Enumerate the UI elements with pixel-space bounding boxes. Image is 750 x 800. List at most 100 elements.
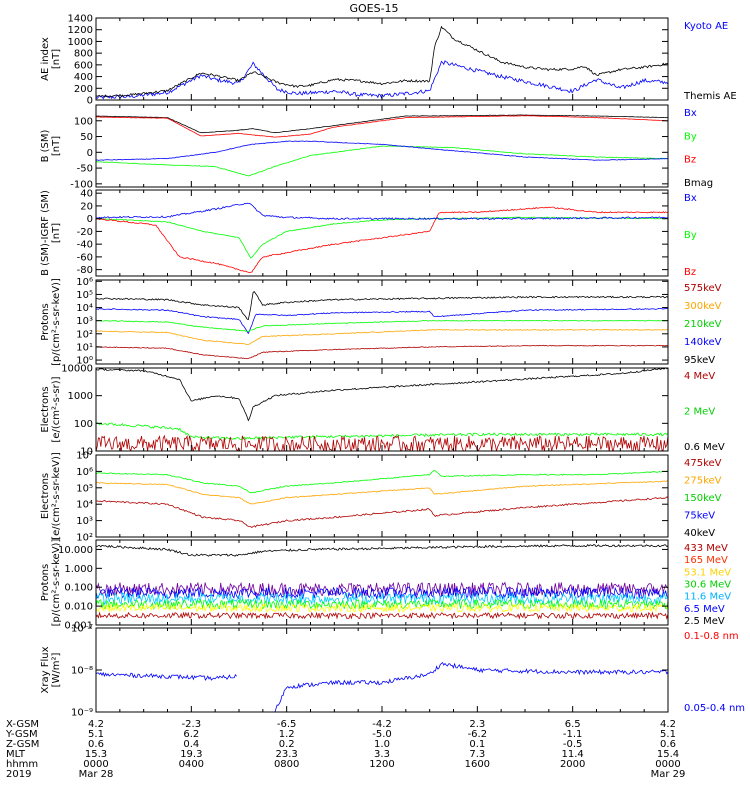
y-axis-label: [nT] bbox=[51, 136, 62, 156]
y-tick-label: 600 bbox=[74, 60, 93, 71]
series-label: Bmag bbox=[684, 178, 713, 189]
y-tick-label: 10⁰ bbox=[76, 356, 93, 367]
footer-date-left: Mar 28 bbox=[79, 769, 114, 780]
y-tick-label: 800 bbox=[74, 49, 93, 60]
y-tick-label: 400 bbox=[74, 72, 93, 83]
series-bdiff-0 bbox=[96, 216, 668, 259]
y-tick-label: 10⁶ bbox=[76, 277, 93, 288]
series-label: 0.1-0.8 nm bbox=[684, 631, 739, 642]
series-protons2-5 bbox=[96, 602, 668, 613]
series-label: 165 MeV bbox=[684, 555, 728, 566]
footer-table: X-GSM 4.2 -2.3 -6.5 -4.2 2.3 6.5 4.2 Y-GSM 5.1 6.2… bbox=[5, 719, 685, 780]
y-tick-label: -80 bbox=[77, 265, 93, 276]
y-tick-label: 0 bbox=[87, 148, 93, 159]
y-axis-label: [p/(cm²-s-sr-keV)] bbox=[51, 278, 62, 366]
panel-electrons2: 10² 10³ 10⁴ 10⁵ 10⁶ 10⁷ Electrons [e/(cm²-s-sr-… bbox=[40, 451, 722, 544]
footer-value: 0.4 bbox=[183, 739, 199, 750]
series-protons1-2 bbox=[96, 319, 668, 332]
series-electrons2-2 bbox=[96, 469, 668, 494]
footer-value: 11.4 bbox=[562, 749, 584, 760]
series-bdiff-2 bbox=[96, 202, 668, 221]
y-axis-label: [p/(cm²-s-sr-keV)] bbox=[51, 539, 62, 627]
series-bdiff-1 bbox=[96, 206, 668, 274]
footer-row-label: Y-GSM bbox=[5, 729, 38, 740]
series-protons1-1 bbox=[96, 307, 668, 335]
y-tick-label: 0 bbox=[87, 214, 93, 225]
y-tick-label: 0.100 bbox=[64, 583, 93, 594]
series-label: 30.6 MeV bbox=[684, 580, 731, 591]
y-tick-label: 0 bbox=[87, 96, 93, 107]
footer-value: 7.3 bbox=[469, 749, 485, 760]
series-label: 150keV bbox=[684, 493, 722, 504]
series-label: 11.6 MeV bbox=[684, 592, 731, 603]
y-tick-label: 10³ bbox=[76, 516, 93, 527]
footer-value: 6.5 bbox=[565, 719, 581, 730]
footer-value: -6.2 bbox=[468, 729, 488, 740]
panel-protons2: 0.001 0.010 0.100 1.000 10.000 Protons [p/(cm²… bbox=[40, 539, 731, 632]
series-label: 575keV bbox=[684, 283, 722, 294]
footer-value: 0.6 bbox=[88, 739, 104, 750]
y-tick-label: 10⁴ bbox=[76, 303, 93, 314]
y-axis-label: Protons bbox=[40, 303, 51, 340]
footer-value: -1.1 bbox=[563, 729, 583, 740]
series-ae-1 bbox=[96, 25, 668, 98]
series-electrons1-0 bbox=[96, 368, 668, 422]
footer-value: 6.2 bbox=[183, 729, 199, 740]
footer-value: -6.5 bbox=[277, 719, 297, 730]
footer-year: 2019 bbox=[6, 769, 31, 780]
footer-row-label: Z-GSM bbox=[6, 739, 39, 750]
footer-value: 1600 bbox=[465, 759, 490, 770]
footer-value: 2.3 bbox=[469, 719, 485, 730]
series-label: 210keV bbox=[684, 319, 722, 330]
series-label: 2.5 MeV bbox=[684, 616, 725, 627]
footer-value: 15.3 bbox=[85, 749, 107, 760]
y-tick-label: -20 bbox=[77, 227, 93, 238]
footer-value: 23.3 bbox=[276, 749, 298, 760]
y-axis-label: [nT] bbox=[51, 49, 62, 69]
y-tick-label: -100 bbox=[70, 179, 93, 190]
series-xray-1 bbox=[274, 661, 668, 712]
series-electrons2-0 bbox=[96, 496, 668, 529]
footer-value: 1.0 bbox=[374, 739, 390, 750]
series-electrons1-1 bbox=[96, 422, 668, 441]
y-tick-label: 1.000 bbox=[64, 564, 93, 575]
footer-value: 3.3 bbox=[374, 749, 390, 760]
footer-value: 1200 bbox=[369, 759, 394, 770]
panel-frame bbox=[95, 189, 669, 277]
y-axis-label: Xray Flux bbox=[40, 646, 51, 693]
series-label: 6.5 MeV bbox=[684, 604, 725, 615]
y-axis-label: [e/(cm²-s-sr)] bbox=[51, 376, 62, 442]
series-label: 433 MeV bbox=[684, 543, 728, 554]
series-label: 4 MeV bbox=[684, 371, 715, 382]
y-axis-label: [e/(cm²-s-sr-keV)] bbox=[51, 452, 62, 540]
series-bsm-3 bbox=[96, 140, 668, 161]
footer-row-label: X-GSM bbox=[6, 719, 39, 730]
footer-row-label: MLT bbox=[6, 749, 26, 760]
panel-bsm: -100 -50 0 50 100 B (SM) [nT] Bx By Bz Bmag bbox=[40, 104, 713, 190]
series-protons2-6 bbox=[96, 611, 668, 620]
y-tick-label: 10² bbox=[76, 533, 93, 544]
panel-frame bbox=[95, 627, 669, 713]
y-tick-label: -60 bbox=[77, 252, 93, 263]
panel-frame bbox=[95, 17, 669, 101]
footer-value: 15.4 bbox=[657, 749, 679, 760]
footer-value: 0000 bbox=[83, 759, 108, 770]
series-label: 40keV bbox=[684, 528, 715, 539]
footer-value: -4.2 bbox=[372, 719, 392, 730]
y-tick-label: 10⁵ bbox=[76, 483, 93, 494]
y-tick-label: 10³ bbox=[76, 316, 93, 327]
footer-value: 1.2 bbox=[279, 729, 295, 740]
panel-protons1: 10⁰ 10¹ 10² 10³ 10⁴ 10⁵ 10⁶ Protons [p/(cm²-s-sr… bbox=[40, 277, 722, 367]
y-tick-label: 10⁶ bbox=[76, 467, 93, 478]
series-bsm-1 bbox=[96, 145, 668, 177]
y-axis-label: B (SM)-IGRF (SM) bbox=[40, 190, 51, 276]
series-protons1-3 bbox=[96, 329, 668, 345]
series-label: 0.6 MeV bbox=[684, 442, 725, 453]
y-tick-label: 10 bbox=[80, 447, 93, 458]
series-label: Kyoto AE bbox=[684, 21, 728, 32]
series-label: 0.05-0.4 nm bbox=[684, 703, 745, 714]
y-tick-label: 20 bbox=[80, 201, 93, 212]
series-label: By bbox=[684, 131, 697, 142]
